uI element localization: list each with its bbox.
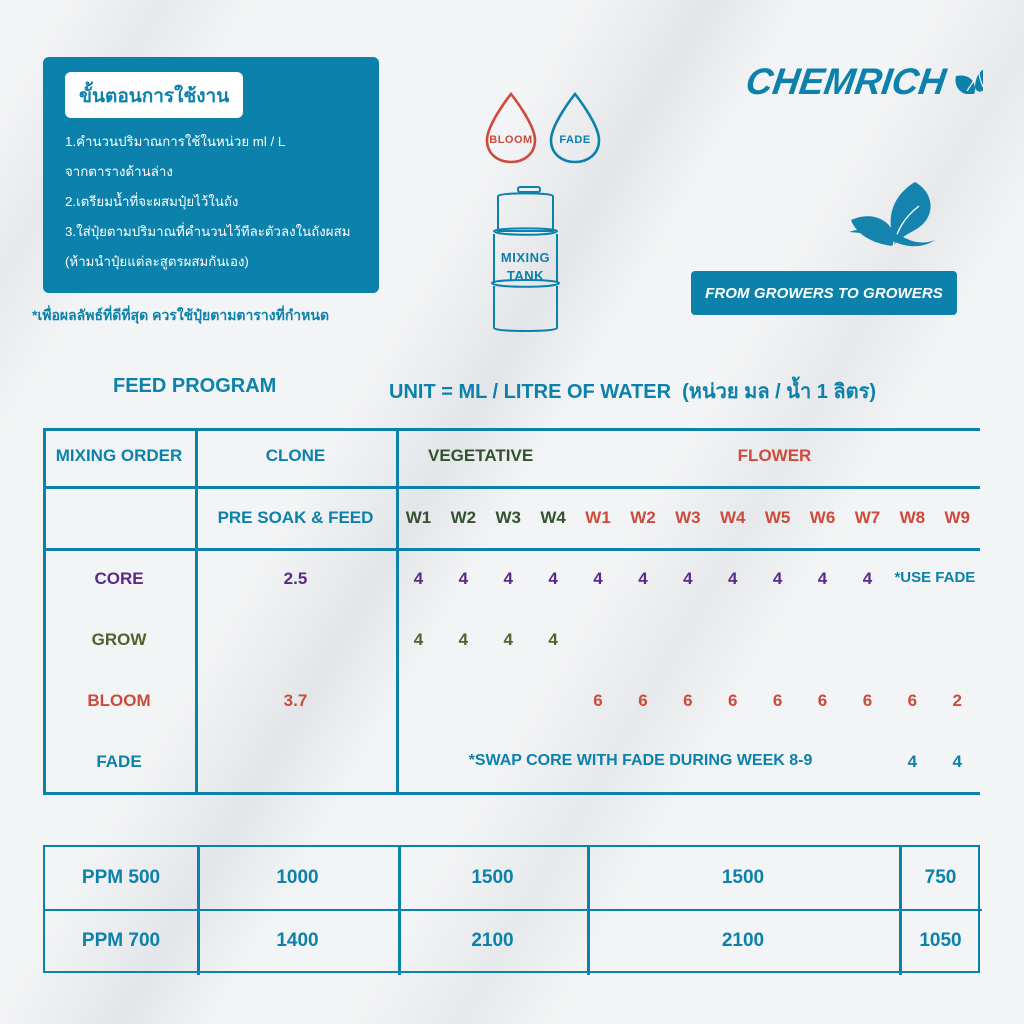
svg-text:MIXING: MIXING [501, 250, 550, 265]
svg-text:CHEMRICH: CHEMRICH [743, 60, 949, 102]
svg-text:FADE: FADE [559, 134, 590, 146]
svg-text:BLOOM: BLOOM [489, 134, 532, 146]
